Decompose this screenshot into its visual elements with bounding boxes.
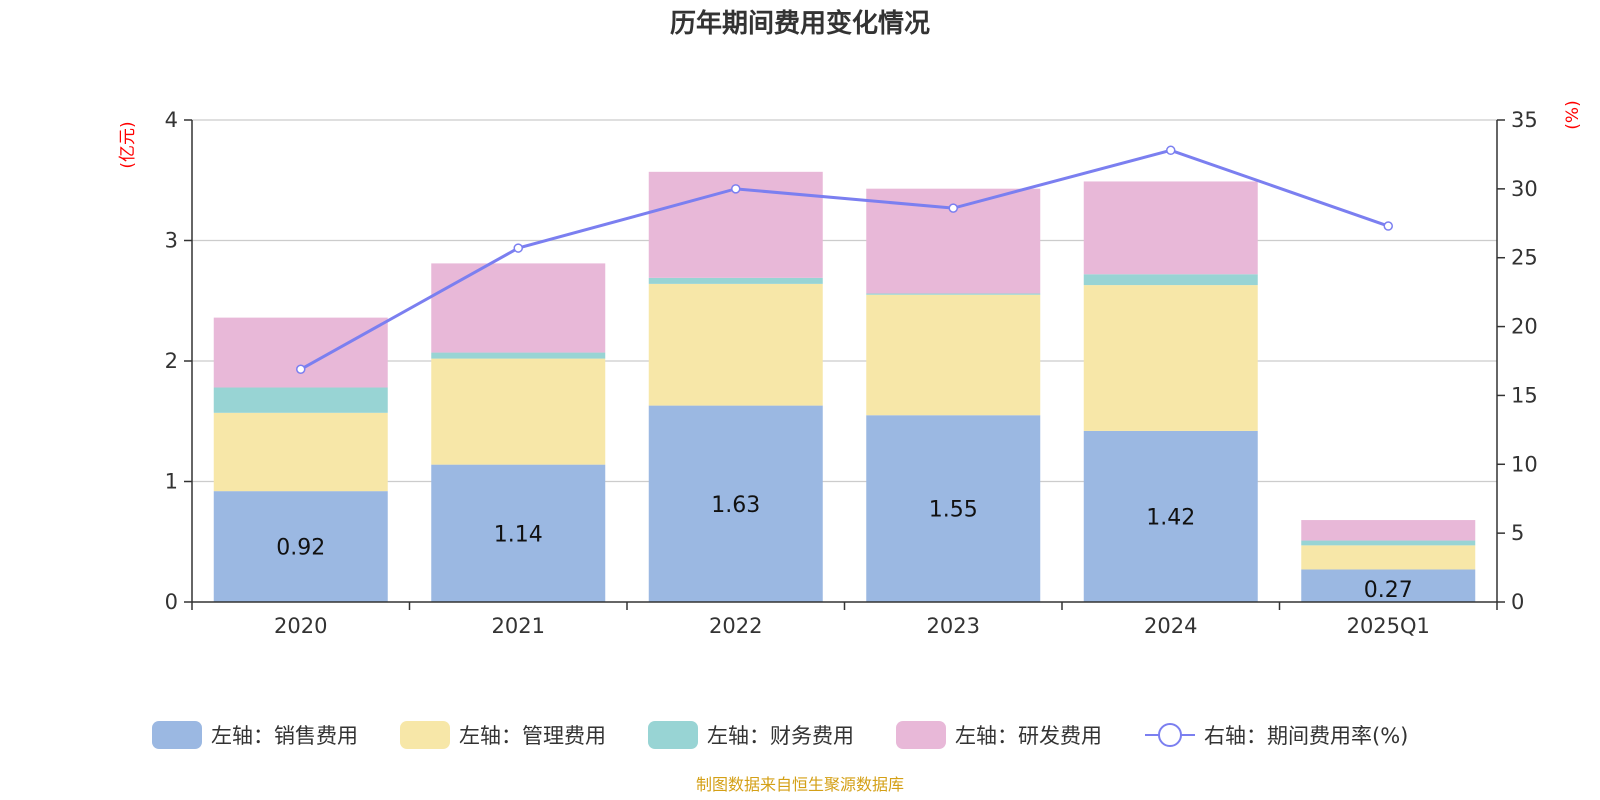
right-tick-label: 35	[1511, 108, 1538, 132]
bar-segment	[648, 405, 823, 602]
right-tick-label: 10	[1511, 452, 1538, 476]
bar-value-label: 1.42	[1146, 505, 1195, 530]
legend-swatch	[400, 721, 450, 749]
legend-swatch	[648, 721, 698, 749]
bar-segment	[1083, 285, 1258, 431]
bar-segment	[1301, 569, 1476, 602]
bar-segment	[1301, 540, 1476, 546]
legend-label: 左轴：管理费用	[459, 724, 606, 748]
x-tick-label: 2023	[927, 614, 980, 638]
bar-value-label: 0.92	[276, 536, 325, 561]
bar-segment	[1083, 430, 1258, 602]
left-tick-label: 0	[165, 590, 178, 614]
bar-segment	[213, 387, 388, 413]
bar-segment	[1083, 181, 1258, 275]
right-tick-label: 5	[1511, 521, 1524, 545]
x-tick-label: 2024	[1144, 614, 1197, 638]
legend: 左轴：销售费用 左轴：管理费用 左轴：财务费用 左轴：研发费用 右轴：期间费用率(%)	[152, 721, 1408, 749]
x-tick-label: 2025Q1	[1347, 614, 1430, 638]
legend-label: 右轴：期间费用率(%)	[1204, 724, 1408, 748]
left-tick-label: 4	[165, 108, 178, 132]
bars	[213, 171, 1476, 602]
legend-label: 左轴：销售费用	[211, 724, 358, 748]
right-tick-label: 20	[1511, 315, 1538, 339]
bar-segment	[866, 293, 1041, 295]
line-series	[296, 145, 1393, 375]
source-note: 制图数据来自恒生聚源数据库	[696, 775, 904, 794]
bar-segment	[1083, 274, 1258, 286]
bar-value-label: 1.55	[929, 498, 978, 523]
line-point	[1383, 221, 1393, 231]
bar-segment	[431, 358, 606, 465]
x-tick-label: 2020	[274, 614, 327, 638]
left-axis-unit: (亿元)	[118, 121, 138, 168]
bar-segment	[431, 352, 606, 359]
line-point	[731, 184, 741, 194]
data-labels: 0.92 1.14 1.63 1.55 1.42 0.27	[276, 493, 1412, 603]
right-tick-label: 15	[1511, 383, 1538, 407]
x-tick-label: 2022	[709, 614, 762, 638]
bar-segment	[1301, 545, 1476, 570]
bar-segment	[213, 412, 388, 492]
bar-value-label: 1.63	[711, 493, 760, 518]
legend-line-marker	[1158, 723, 1182, 747]
line-point	[513, 243, 523, 253]
right-tick-label: 25	[1511, 246, 1538, 270]
legend-label: 左轴：研发费用	[955, 724, 1102, 748]
bar-segment	[1301, 520, 1476, 541]
bar-segment	[431, 263, 606, 353]
chart-title: 历年期间费用变化情况	[670, 8, 930, 39]
x-tick-label: 2021	[492, 614, 545, 638]
right-tick-label: 30	[1511, 177, 1538, 201]
bar-segment	[213, 317, 388, 388]
bar-segment	[866, 415, 1041, 602]
left-tick-label: 1	[165, 470, 178, 494]
bar-segment	[648, 283, 823, 406]
right-axis-unit: (%)	[1563, 100, 1583, 129]
line-point	[296, 364, 306, 375]
right-tick-label: 0	[1511, 590, 1524, 614]
bar-value-label: 1.14	[494, 522, 543, 547]
bar-segment	[866, 294, 1041, 416]
grid	[192, 119, 1497, 483]
line-point	[1166, 145, 1176, 156]
legend-swatch	[152, 721, 202, 749]
left-tick-label: 3	[165, 229, 178, 253]
left-tick-label: 2	[165, 349, 178, 373]
legend-swatch	[896, 721, 946, 749]
bar-value-label: 0.27	[1364, 578, 1413, 603]
axes: 0 1 2 3 4 0 5 10 15 20 25 30 35 2020 2021 2022 2023 2024 2…	[165, 108, 1538, 638]
line-point	[948, 203, 958, 213]
legend-label: 左轴：财务费用	[707, 724, 854, 748]
line-path	[300, 148, 1389, 371]
bar-segment	[431, 464, 606, 602]
bar-segment	[648, 277, 823, 284]
bar-segment	[213, 491, 388, 602]
